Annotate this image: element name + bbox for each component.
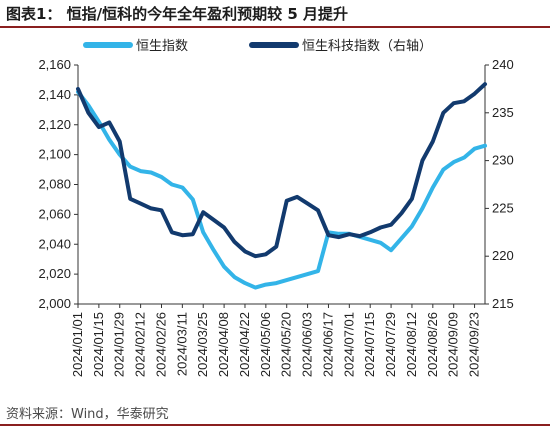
x-tick-label: 2024/06/03 — [300, 312, 315, 377]
y-right-tick-label: 215 — [492, 296, 514, 311]
x-tick-label: 2024/05/20 — [279, 312, 294, 377]
y-right-tick-label: 240 — [492, 57, 514, 72]
y-left-tick-label: 2,120 — [38, 117, 71, 132]
x-tick-label: 2024/07/15 — [362, 312, 377, 377]
y-right-tick-label: 230 — [492, 153, 514, 168]
bottom-rule — [0, 424, 550, 426]
y-right-tick-label: 225 — [492, 200, 514, 215]
x-tick-label: 2024/01/01 — [70, 312, 85, 377]
y-left-tick-label: 2,040 — [38, 236, 71, 251]
title-rule — [0, 26, 550, 28]
source-note: 资料来源：Wind，华泰研究 — [6, 407, 169, 422]
y-right-tick-label: 220 — [492, 248, 514, 263]
chart-axes: 2,000 2,020 2,040 2,060 2,080 2,100 2,120 2,140… — [38, 57, 513, 377]
y-right-tick-label: 235 — [492, 105, 514, 120]
x-tick-label: 2024/08/26 — [425, 312, 440, 377]
x-tick-label: 2024/09/09 — [446, 312, 461, 377]
x-tick-label: 2024/02/12 — [133, 312, 148, 377]
x-tick-label: 2024/05/06 — [258, 312, 273, 377]
legend-label-1: 恒生指数 — [136, 39, 188, 54]
x-tick-label: 2024/06/17 — [320, 312, 335, 377]
y-left-tick-label: 2,020 — [38, 266, 71, 281]
chart-legend: 恒生指数 恒生科技指数（右轴） — [83, 39, 432, 54]
chart-lines — [76, 82, 487, 290]
x-tick-label: 2024/09/23 — [467, 312, 482, 377]
legend-label-2: 恒生科技指数（右轴） — [302, 39, 432, 54]
chart-title: 图表1： 恒指/恒科的今年全年盈利预期较 5 月提升 — [6, 5, 349, 23]
x-tick-label: 2024/03/11 — [174, 312, 189, 376]
x-tick-label: 2024/08/12 — [404, 312, 419, 377]
y-left-tick-label: 2,080 — [38, 177, 71, 192]
y-left-tick-label: 2,140 — [38, 87, 71, 102]
y-left-tick-label: 2,100 — [38, 147, 71, 162]
x-tick-label: 2024/01/15 — [91, 312, 106, 377]
x-tick-label: 2024/03/25 — [195, 312, 210, 377]
y-left-tick-label: 2,060 — [38, 206, 71, 221]
x-tick-label: 2024/02/26 — [153, 312, 168, 377]
x-tick-label: 2024/07/01 — [341, 312, 356, 377]
x-tick-label: 2024/04/08 — [216, 312, 231, 377]
y-left-tick-label: 2,160 — [38, 57, 71, 72]
series-line-1 — [76, 89, 487, 290]
x-tick-label: 2024/04/22 — [237, 312, 252, 377]
x-tick-label: 2024/07/29 — [383, 312, 398, 377]
y-left-tick-label: 2,000 — [38, 296, 71, 311]
x-tick-label: 2024/01/29 — [112, 312, 127, 377]
series-line-2 — [76, 82, 487, 259]
